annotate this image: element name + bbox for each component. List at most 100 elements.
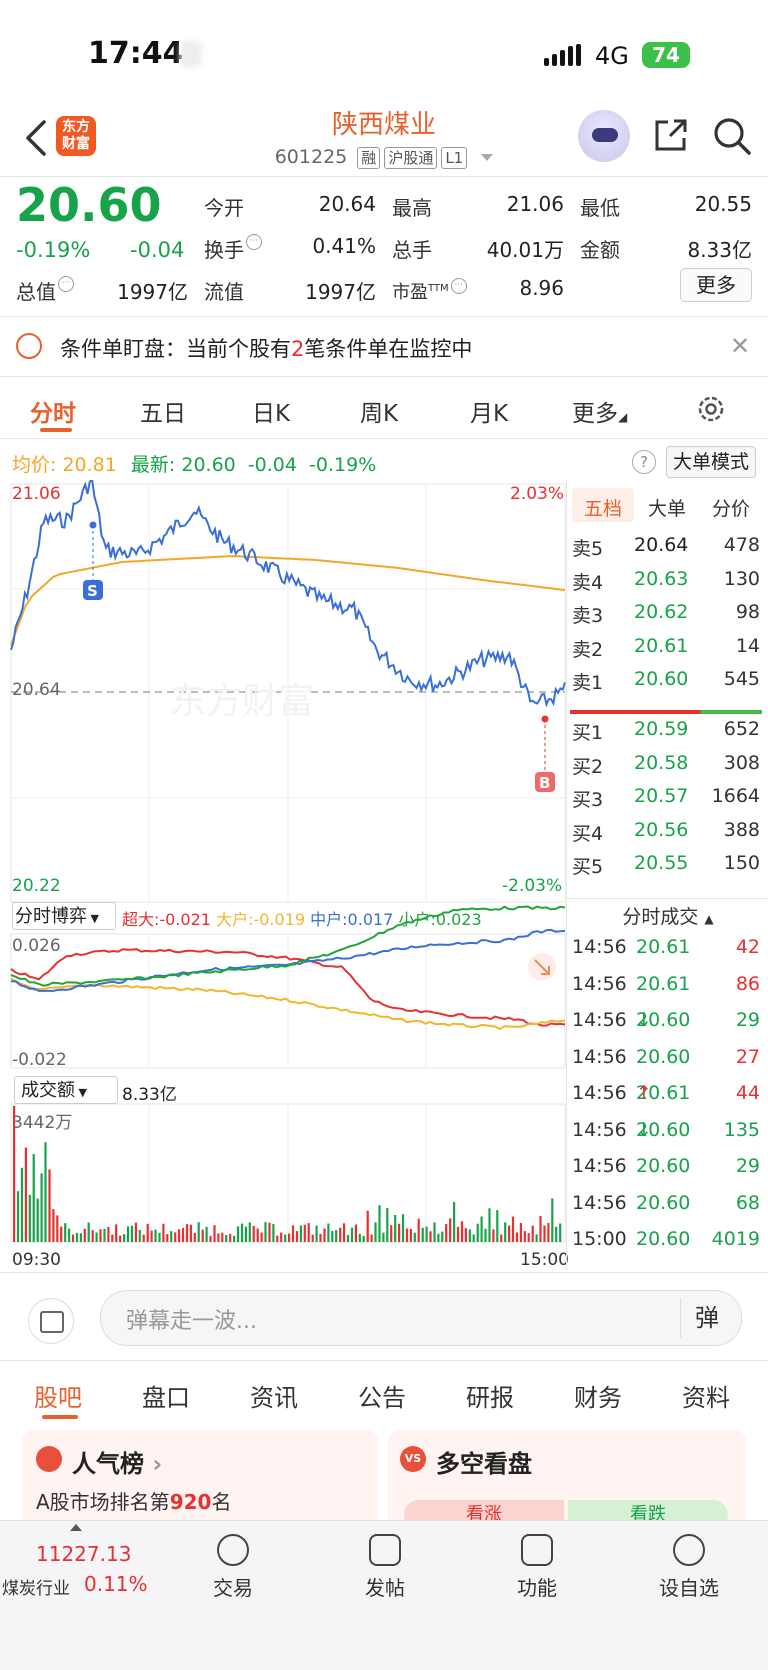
price-line (10, 480, 566, 708)
bull-bear-card[interactable]: VS 多空看盘 看涨 看跌 (388, 1430, 746, 1530)
volume-bar (158, 1232, 161, 1242)
volume-bar (268, 1222, 271, 1242)
condition-banner[interactable]: 条件单盯盘：当前个股有2笔条件单在监控中 (60, 337, 473, 361)
volume-selector[interactable]: 成交额 ▼ (14, 1076, 118, 1104)
bid-row[interactable]: 买2 20.58 308 (572, 751, 760, 778)
more-button[interactable]: 更多 (680, 268, 752, 302)
gear-icon[interactable] (696, 394, 726, 424)
turnover-label[interactable]: 换手 ··· (204, 234, 262, 263)
watermark: 东方财富 (170, 680, 314, 721)
comment-settings-icon[interactable] (28, 1298, 74, 1344)
back-icon[interactable] (22, 118, 52, 158)
tab-five-levels[interactable]: 五档 (584, 498, 623, 520)
tab-daily-k[interactable]: 日K (252, 401, 291, 427)
volume-bar (91, 1230, 94, 1242)
pe-value: 8.96 (519, 276, 564, 300)
big-order-mode-button[interactable]: 大单模式 (666, 446, 756, 478)
current-price: 20.60 (16, 178, 162, 232)
volume-bar (413, 1232, 416, 1242)
flow-large-line (10, 977, 566, 1031)
nav-functions[interactable]: 功能 (492, 1528, 582, 1601)
volume-bar (146, 1223, 149, 1242)
tab-financials[interactable]: 财务 (574, 1384, 622, 1412)
volume-bar (256, 1228, 259, 1242)
danmu-send-button[interactable]: 弹 (680, 1298, 735, 1338)
volume-bar (134, 1222, 137, 1242)
tab-big-orders[interactable]: 大单 (648, 498, 687, 520)
tab-announcements[interactable]: 公告 (358, 1384, 406, 1412)
bid-row[interactable]: 买3 20.57 1664 (572, 785, 760, 811)
mktcap-label[interactable]: 总值 ··· (16, 276, 74, 305)
ticks-header[interactable]: 分时成交 ▲ (622, 906, 714, 928)
ask-row[interactable]: 卖1 20.60 545 (572, 668, 760, 694)
search-icon[interactable] (712, 116, 752, 156)
ask-row[interactable]: 卖3 20.62 98 (572, 601, 760, 627)
tab-price-dist[interactable]: 分价 (712, 498, 751, 520)
popularity-card[interactable]: 人气榜 › A股市场排名第920名 (22, 1430, 378, 1530)
tab-more[interactable]: 更多◢ (572, 401, 628, 427)
bid-row[interactable]: 买5 20.55 150 (572, 852, 760, 878)
info-icon[interactable]: ··· (450, 278, 467, 294)
bid-row[interactable]: 买4 20.56 388 (572, 818, 760, 845)
ask-row[interactable]: 卖5 20.64 478 (572, 534, 760, 560)
stock-code-row[interactable]: 601225 融沪股通 L1 (0, 146, 768, 169)
volume-label: 总手 (392, 238, 432, 262)
volume-bar (299, 1225, 302, 1242)
nav-trade[interactable]: 交易 (188, 1528, 278, 1601)
volume-bar (205, 1226, 208, 1242)
volume-bar (244, 1226, 247, 1242)
industry-name[interactable]: 煤炭行业 (2, 1579, 70, 1599)
volume-bar (476, 1223, 479, 1242)
volume-bar (551, 1198, 554, 1242)
volume-bar (83, 1228, 86, 1242)
index-value[interactable]: 11227.13 (36, 1542, 132, 1566)
volume-bar (472, 1234, 475, 1242)
volume-bar (295, 1231, 299, 1242)
tab-intraday[interactable]: 分时 (30, 401, 76, 427)
mktcap-value: 1997亿 (117, 280, 188, 304)
bid-row[interactable]: 买1 20.59 652 (572, 718, 760, 744)
dropdown-icon[interactable] (481, 154, 494, 161)
change-amount: -0.04 (130, 238, 185, 262)
share-icon[interactable] (652, 116, 690, 154)
volume-bar (130, 1225, 134, 1242)
bottom-nav (0, 1520, 768, 1670)
tab-five-day[interactable]: 五日 (140, 401, 186, 427)
signal-icon (544, 44, 584, 66)
volume-bar (189, 1224, 192, 1242)
tab-weekly-k[interactable]: 周K (360, 401, 399, 427)
tab-profile[interactable]: 资料 (682, 1384, 730, 1412)
tab-news[interactable]: 资讯 (250, 1384, 298, 1412)
buy-marker (535, 772, 555, 792)
help-icon[interactable]: ? (632, 450, 656, 474)
info-icon[interactable]: ··· (58, 276, 74, 292)
info-icon[interactable]: ··· (246, 234, 262, 250)
tab-research[interactable]: 研报 (466, 1384, 514, 1412)
volume-bar (456, 1226, 460, 1242)
volume-bar (449, 1218, 452, 1242)
tab-forum[interactable]: 股吧 (34, 1384, 82, 1412)
volume-bar (252, 1225, 255, 1242)
ask-row[interactable]: 卖2 20.61 14 (572, 634, 760, 661)
volume-bar (500, 1234, 503, 1242)
stock-name[interactable]: 陕西煤业 (331, 110, 436, 140)
intraday-chart[interactable]: 东方财富 S B (0, 480, 568, 1270)
tab-monthly-k[interactable]: 月K (470, 401, 509, 427)
flow-selector[interactable]: 分时博弈 ▼ (12, 902, 116, 930)
nav-add-watchlist[interactable]: 设自选 (644, 1528, 734, 1601)
danmu-input[interactable] (100, 1290, 742, 1346)
ask-row[interactable]: 卖4 20.63 130 (572, 567, 760, 594)
mid-price-label: 20.64 (12, 680, 61, 700)
flow-legend: 超大:-0.021 大户:-0.019 中户:0.017 小户:0.023 (122, 910, 482, 929)
pe-label[interactable]: 市盈TTM ··· (392, 278, 467, 304)
nav-post[interactable]: 发帖 (340, 1528, 430, 1601)
volume-bar (437, 1233, 440, 1242)
volume-bar (272, 1224, 275, 1242)
volume-bar (374, 1222, 377, 1242)
close-icon[interactable]: ✕ (730, 332, 751, 360)
tick-row: 14:56 20.60 ↓ 29 (572, 1009, 760, 1031)
tab-market-depth[interactable]: 盘口 (142, 1384, 190, 1412)
volume-bar (79, 1233, 82, 1242)
volume-bar (421, 1227, 424, 1242)
rank-text: A股市场排名第920名 (36, 1490, 232, 1514)
